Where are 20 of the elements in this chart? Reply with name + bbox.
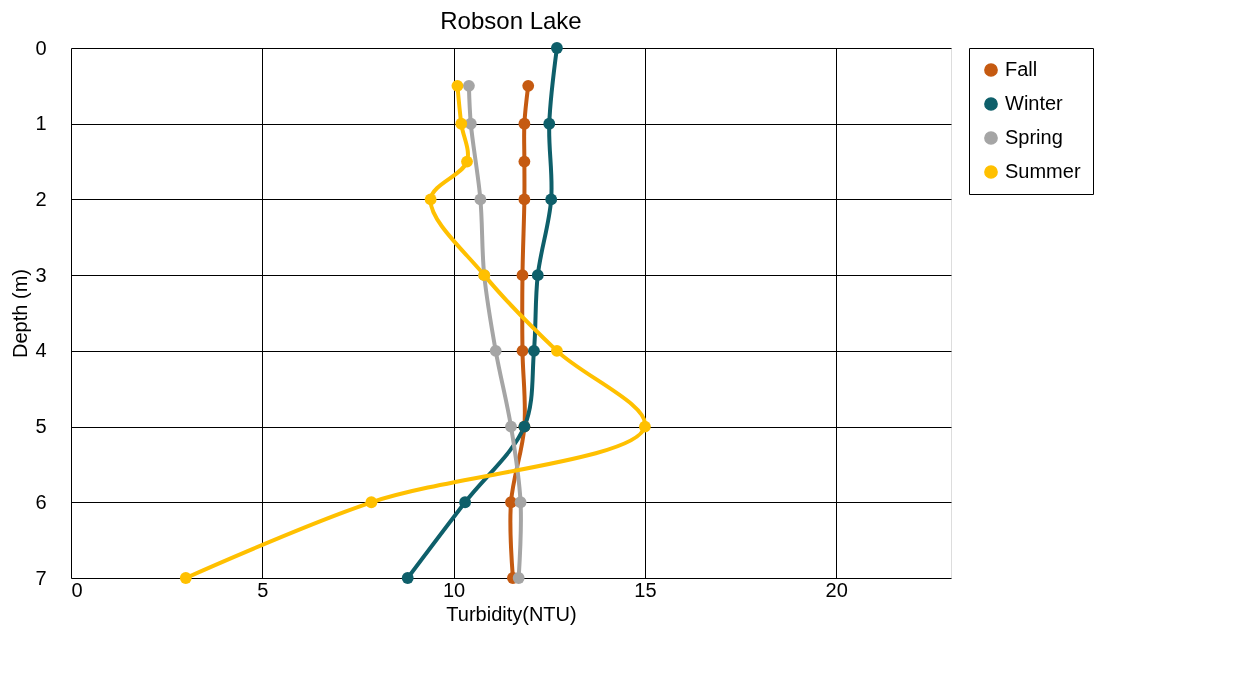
y-tick-label: 6 bbox=[35, 490, 47, 513]
x-tick-label: 5 bbox=[257, 578, 269, 601]
legend-label: Summer bbox=[1005, 160, 1081, 182]
x-axis-title: Turbidity(NTU) bbox=[446, 602, 577, 625]
y-tick-label: 0 bbox=[35, 36, 47, 59]
y-tick-label: 3 bbox=[35, 263, 47, 286]
x-tick-label: 15 bbox=[634, 578, 657, 601]
legend-label: Winter bbox=[1005, 92, 1064, 114]
y-axis-title: Depth (m) bbox=[9, 269, 32, 358]
y-tick-label: 1 bbox=[35, 112, 47, 135]
y-tick-label: 5 bbox=[35, 415, 47, 438]
y-tick-label: 2 bbox=[35, 187, 47, 210]
legend-label: Spring bbox=[1005, 126, 1063, 148]
y-tick-label: 7 bbox=[35, 566, 47, 589]
chart-title: Robson Lake bbox=[440, 7, 582, 34]
x-tick-label: 20 bbox=[825, 578, 848, 601]
x-tick-label: 10 bbox=[442, 578, 466, 601]
y-tick-label: 4 bbox=[35, 339, 47, 362]
legend-label: Fall bbox=[1005, 58, 1038, 80]
x-tick-label: 0 bbox=[71, 578, 83, 601]
